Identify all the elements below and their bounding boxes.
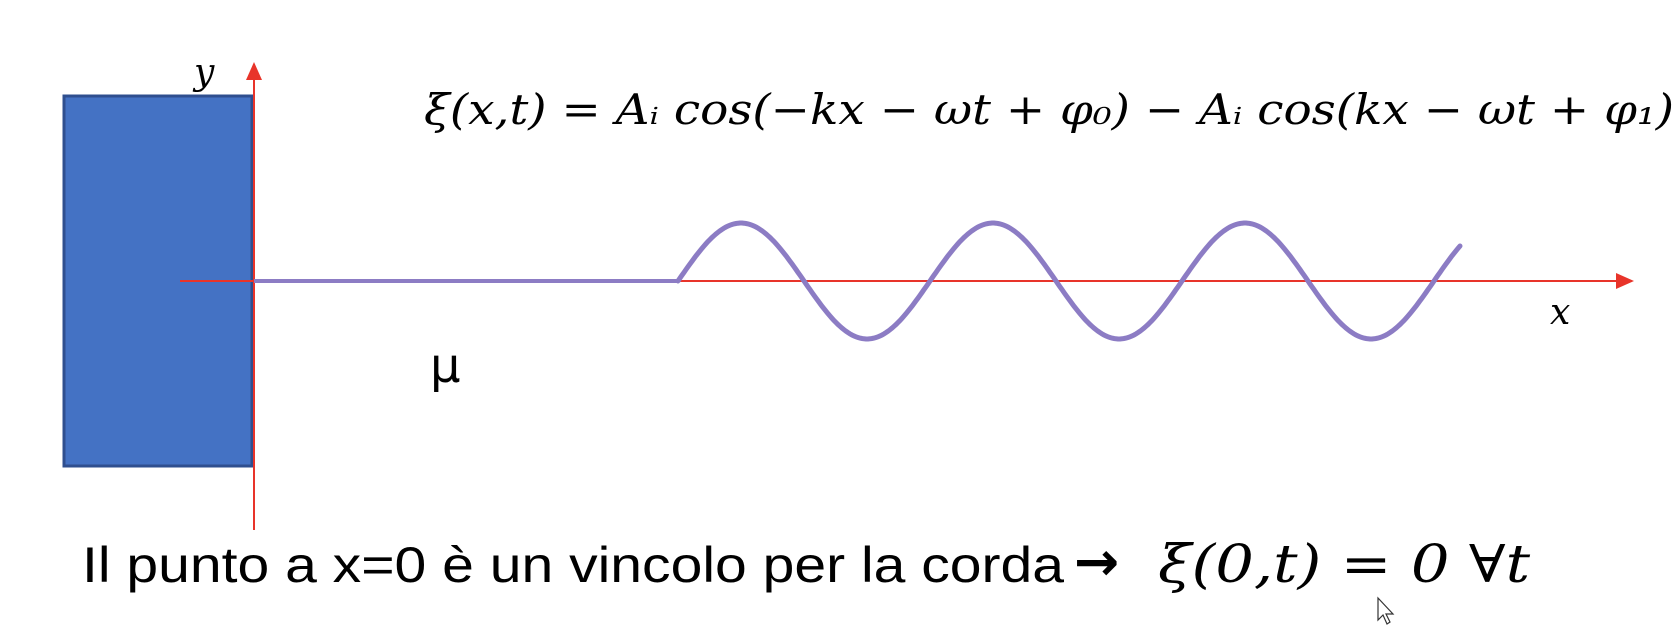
caption-arrow: → (1074, 530, 1119, 593)
wave-curve (675, 220, 1463, 342)
linear-density-label: μ (430, 338, 461, 394)
x-axis-label: x (1550, 292, 1570, 333)
mouse-cursor-icon (1377, 596, 1395, 625)
wave-equation: ξ(x,t) = Aᵢ cos(−kx − ωt + φ₀) − Aᵢ cos(… (424, 85, 1674, 134)
y-axis-label: y (192, 52, 215, 93)
boundary-condition-equation: ξ(0,t) = 0 ∀t (1158, 535, 1530, 595)
caption-text: Il punto a x=0 è un vincolo per la corda (82, 537, 1064, 593)
